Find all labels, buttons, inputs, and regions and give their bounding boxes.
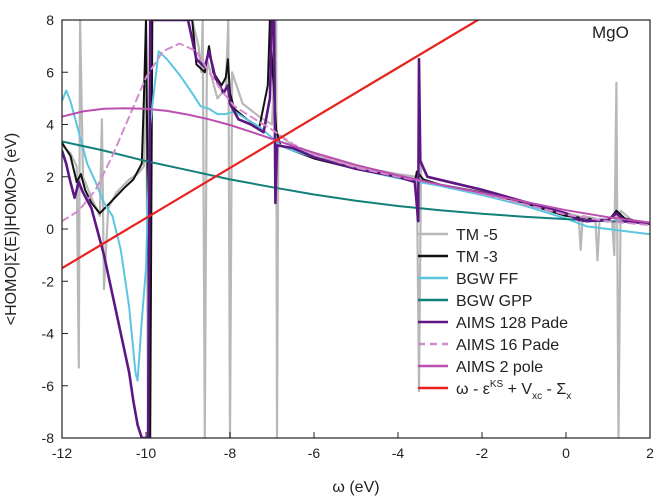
x-tick-label: -6 xyxy=(308,445,321,461)
y-tick-label: 0 xyxy=(46,221,54,237)
y-tick-label: -2 xyxy=(42,273,55,289)
x-axis-label: ω (eV) xyxy=(332,479,379,496)
legend-label: AIMS 16 Pade xyxy=(456,337,559,354)
series-line-aims-2-pole xyxy=(62,107,650,224)
x-tick-label: -10 xyxy=(136,445,156,461)
legend-label: BGW FF xyxy=(456,271,518,288)
series-line-aims-16-pade xyxy=(62,42,650,227)
y-tick-label: 8 xyxy=(46,12,54,28)
legend-label: AIMS 2 pole xyxy=(456,359,543,376)
legend-label: BGW GPP xyxy=(456,293,532,310)
legend-label: ω - εKS + Vxc - Σx xyxy=(456,379,571,402)
legend-label: TM -3 xyxy=(456,249,498,266)
series-line-bgw-gpp xyxy=(62,140,650,224)
y-tick-label: 6 xyxy=(46,64,54,80)
y-tick-label: 4 xyxy=(46,117,54,133)
x-tick-label: -4 xyxy=(392,445,405,461)
x-tick-label: -12 xyxy=(52,445,72,461)
series-line-bgw-ff xyxy=(62,50,650,382)
ticks-layer: -12 -10 -8 -6 -4 -2 0 2 -8 -6 -4 -2 0 2 4 6 8 xyxy=(42,12,654,461)
legend-label: AIMS 128 Pade xyxy=(456,315,568,332)
x-tick-label: 0 xyxy=(562,445,570,461)
series-line-aims-128-pade xyxy=(62,20,650,438)
legend-label: TM -5 xyxy=(456,227,498,244)
series-layer xyxy=(62,20,650,438)
x-tick-label: -2 xyxy=(476,445,489,461)
x-tick-label: -8 xyxy=(224,445,237,461)
series-line-ks-vxc-x xyxy=(62,20,479,270)
y-tick-label: -8 xyxy=(42,430,55,446)
y-tick-label: -6 xyxy=(42,378,55,394)
y-tick-label: -4 xyxy=(42,326,55,342)
legend: TM -5 TM -3 BGW FF BGW GPP AIMS 128 Pade AIMS… xyxy=(418,227,571,402)
x-tick-label: 2 xyxy=(646,445,654,461)
chart-annotation: MgO xyxy=(592,23,629,42)
y-axis-label: <HOMO|Σ(E)|HOMO> (eV) xyxy=(3,133,20,325)
y-tick-label: 2 xyxy=(46,169,54,185)
